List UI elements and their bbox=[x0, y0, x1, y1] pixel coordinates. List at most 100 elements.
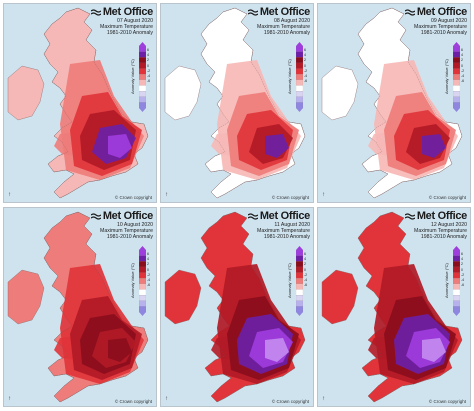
legend-colorbar bbox=[296, 42, 303, 112]
legend-tick: 0 bbox=[461, 267, 463, 272]
legend-colorbar bbox=[296, 246, 303, 316]
map-date: 08 August 2020 bbox=[273, 18, 310, 24]
legend: Anomaly Value (°C) 6 4 2 0 -2 -4 -6 bbox=[444, 42, 466, 112]
met-office-logo: Met Office bbox=[236, 210, 310, 222]
map-title: Maximum Temperature bbox=[100, 24, 153, 30]
brand-name: Met Office bbox=[102, 210, 153, 222]
legend-title: Anomaly Value (°C) bbox=[287, 59, 292, 95]
north-arrow-icon: ↑ bbox=[322, 192, 325, 198]
legend-tick: 2 bbox=[304, 58, 306, 63]
north-arrow-icon: ↑ bbox=[8, 396, 11, 402]
copyright-notice: © Crown copyright bbox=[428, 399, 466, 404]
legend-tick: -6 bbox=[461, 283, 465, 288]
legend: Anomaly Value (°C) 6 4 2 0 -2 -4 -6 bbox=[130, 246, 152, 316]
brand-name: Met Office bbox=[259, 210, 310, 222]
map-period: 1981-2010 Anomaly bbox=[263, 234, 310, 240]
map-date: 09 August 2020 bbox=[430, 18, 467, 24]
map-panel: Met Office 12 August 2020 Maximum Temper… bbox=[317, 207, 471, 407]
legend-colorbar bbox=[139, 42, 146, 112]
wave-logo-icon bbox=[247, 212, 258, 220]
legend-tick: 0 bbox=[461, 63, 463, 68]
legend-tick: 4 bbox=[461, 53, 463, 58]
legend-tick: -6 bbox=[304, 283, 308, 288]
legend-tick: 0 bbox=[147, 267, 149, 272]
wave-logo-icon bbox=[90, 8, 101, 16]
wave-logo-icon bbox=[404, 212, 415, 220]
map-title: Maximum Temperature bbox=[414, 24, 467, 30]
legend-tick: 6 bbox=[147, 48, 149, 52]
map-panel: Met Office 08 August 2020 Maximum Temper… bbox=[160, 3, 314, 203]
legend-title: Anomaly Value (°C) bbox=[130, 263, 135, 299]
legend-ticks: 6 4 2 0 -2 -4 -6 bbox=[461, 252, 464, 288]
met-office-header: Met Office 11 August 2020 Maximum Temper… bbox=[236, 210, 310, 240]
legend-tick: 0 bbox=[304, 267, 306, 272]
wave-logo-icon bbox=[404, 8, 415, 16]
brand-name: Met Office bbox=[259, 6, 310, 18]
legend-tick: -6 bbox=[147, 79, 151, 84]
map-period: 1981-2010 Anomaly bbox=[420, 30, 467, 36]
map-panel: Met Office 07 August 2020 Maximum Temper… bbox=[3, 3, 157, 203]
met-office-header: Met Office 08 August 2020 Maximum Temper… bbox=[236, 6, 310, 36]
copyright-notice: © Crown copyright bbox=[114, 195, 152, 200]
met-office-logo: Met Office bbox=[393, 210, 467, 222]
met-office-logo: Met Office bbox=[79, 210, 153, 222]
legend-tick: 0 bbox=[147, 63, 149, 68]
map-panel: Met Office 09 August 2020 Maximum Temper… bbox=[317, 3, 471, 203]
legend-tick: -2 bbox=[461, 272, 465, 277]
legend-tick: 4 bbox=[304, 53, 306, 58]
legend-tick: -2 bbox=[304, 272, 308, 277]
map-title: Maximum Temperature bbox=[257, 228, 310, 234]
legend-tick: 4 bbox=[147, 53, 149, 58]
legend-tick: -4 bbox=[461, 74, 465, 79]
map-period: 1981-2010 Anomaly bbox=[106, 234, 153, 240]
legend-title: Anomaly Value (°C) bbox=[130, 59, 135, 95]
met-office-header: Met Office 07 August 2020 Maximum Temper… bbox=[79, 6, 153, 36]
legend-colorbar bbox=[453, 246, 460, 316]
map-date: 12 August 2020 bbox=[430, 222, 467, 228]
north-arrow-icon: ↑ bbox=[165, 396, 168, 402]
map-period: 1981-2010 Anomaly bbox=[420, 234, 467, 240]
anomaly-map bbox=[321, 7, 463, 199]
copyright-notice: © Crown copyright bbox=[271, 399, 309, 404]
legend: Anomaly Value (°C) 6 4 2 0 -2 -4 -6 bbox=[287, 42, 309, 112]
legend-title: Anomaly Value (°C) bbox=[444, 263, 449, 299]
map-period: 1981-2010 Anomaly bbox=[106, 30, 153, 36]
legend-tick: -2 bbox=[461, 68, 465, 73]
legend-tick: -4 bbox=[304, 74, 308, 79]
legend-tick: 6 bbox=[304, 252, 306, 256]
met-office-logo: Met Office bbox=[79, 6, 153, 18]
legend-ticks: 6 4 2 0 -2 -4 -6 bbox=[147, 48, 150, 84]
anomaly-map bbox=[7, 7, 149, 199]
map-title: Maximum Temperature bbox=[257, 24, 310, 30]
anomaly-map bbox=[321, 211, 463, 403]
legend-tick: 4 bbox=[147, 257, 149, 262]
copyright-notice: © Crown copyright bbox=[271, 195, 309, 200]
legend-tick: 6 bbox=[304, 48, 306, 52]
north-arrow-icon: ↑ bbox=[8, 192, 11, 198]
legend-tick: -6 bbox=[461, 79, 465, 84]
met-office-logo: Met Office bbox=[236, 6, 310, 18]
legend-tick: -2 bbox=[147, 272, 151, 277]
north-arrow-icon: ↑ bbox=[165, 192, 168, 198]
copyright-notice: © Crown copyright bbox=[428, 195, 466, 200]
met-office-header: Met Office 09 August 2020 Maximum Temper… bbox=[393, 6, 467, 36]
anomaly-map bbox=[164, 211, 306, 403]
legend-tick: -6 bbox=[147, 283, 151, 288]
wave-logo-icon bbox=[90, 212, 101, 220]
legend-tick: -6 bbox=[304, 79, 308, 84]
legend-tick: 2 bbox=[461, 262, 463, 267]
legend-tick: 2 bbox=[147, 58, 149, 63]
legend-tick: 6 bbox=[147, 252, 149, 256]
legend-tick: -2 bbox=[304, 68, 308, 73]
legend-ticks: 6 4 2 0 -2 -4 -6 bbox=[461, 48, 464, 84]
brand-name: Met Office bbox=[416, 6, 467, 18]
legend-tick: 0 bbox=[304, 63, 306, 68]
map-panel: Met Office 10 August 2020 Maximum Temper… bbox=[3, 207, 157, 407]
legend-tick: 2 bbox=[304, 262, 306, 267]
legend-title: Anomaly Value (°C) bbox=[444, 59, 449, 95]
map-date: 07 August 2020 bbox=[116, 18, 153, 24]
legend-tick: -4 bbox=[304, 278, 308, 283]
legend-tick: -2 bbox=[147, 68, 151, 73]
legend-tick: -4 bbox=[461, 278, 465, 283]
anomaly-map bbox=[164, 7, 306, 199]
